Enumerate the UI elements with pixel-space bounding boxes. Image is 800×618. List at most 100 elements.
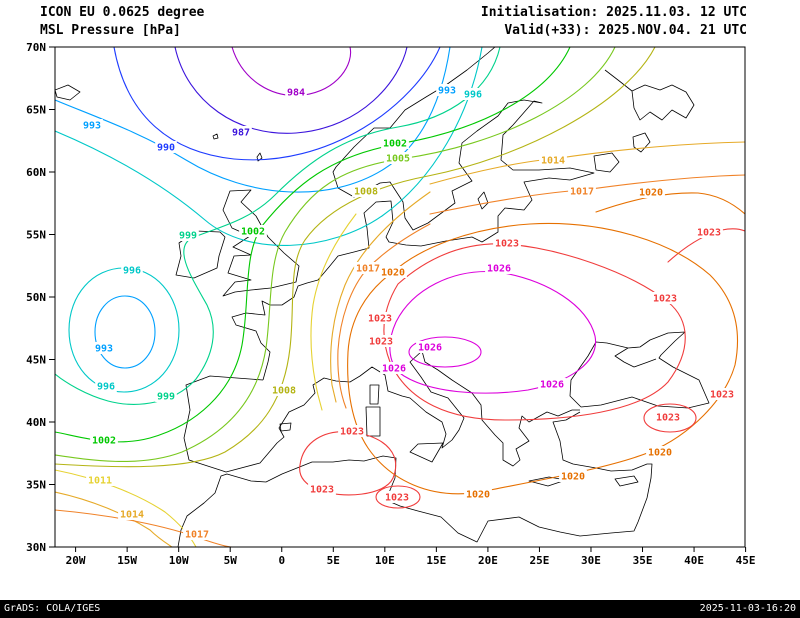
lake-onega bbox=[632, 132, 651, 153]
contour-label: 1020 bbox=[648, 448, 672, 459]
isobar-1020-loop bbox=[347, 222, 739, 495]
lake-ladoga bbox=[593, 152, 620, 173]
contour-label-box bbox=[95, 380, 117, 392]
contour-label: 996 bbox=[123, 266, 141, 277]
contour-label-box bbox=[308, 483, 336, 495]
pressure-map-canvas: 984 987 990 993 993 996 996 996 993 999 999 1002 100… bbox=[26, 41, 755, 567]
contour-label-box bbox=[93, 342, 115, 354]
contour-label-box bbox=[559, 470, 587, 482]
contour-label-box bbox=[177, 229, 199, 241]
island-gotland bbox=[477, 191, 489, 210]
contour-label: 1026 bbox=[487, 264, 511, 275]
contour-label: 1023 bbox=[495, 239, 519, 250]
contour-label-box bbox=[708, 388, 736, 400]
lon-axis-label: 5E bbox=[327, 554, 340, 567]
field-title: MSL Pressure [hPa] bbox=[40, 23, 181, 38]
contour-label-box bbox=[155, 390, 177, 402]
contour-label: 1023 bbox=[310, 485, 334, 496]
lat-axis-label: 50N bbox=[26, 291, 46, 304]
contour-label-box bbox=[538, 378, 566, 390]
isobar-999 bbox=[55, 47, 501, 405]
island-sicily bbox=[409, 442, 444, 463]
contour-label-box bbox=[384, 152, 412, 164]
contour-label: 1008 bbox=[272, 386, 296, 397]
contour-label-box bbox=[354, 262, 382, 274]
contour-label-box bbox=[464, 488, 492, 500]
isobar-987 bbox=[174, 47, 408, 134]
contour-label: 1023 bbox=[368, 314, 392, 325]
contour-label: 984 bbox=[287, 88, 305, 99]
lon-axis-label: 45E bbox=[736, 554, 756, 567]
island-faroe bbox=[212, 133, 219, 140]
contour-label-box bbox=[416, 341, 444, 353]
isobar-1005 bbox=[55, 47, 616, 463]
isobar-1026-inner bbox=[408, 336, 482, 368]
lon-axis-label: 30E bbox=[581, 554, 601, 567]
isobar-1020-ne bbox=[595, 192, 745, 215]
coast-black-sea-west bbox=[569, 341, 629, 408]
contour-label-box bbox=[493, 237, 521, 249]
contour-label-box bbox=[90, 434, 118, 446]
contour-label-box bbox=[86, 474, 114, 486]
contour-label: 1023 bbox=[340, 427, 364, 438]
lon-axis-label: 20W bbox=[66, 554, 86, 567]
contour-label: 1017 bbox=[185, 530, 209, 541]
isobar-996-low bbox=[68, 267, 180, 393]
contour-label: 996 bbox=[464, 90, 482, 101]
contour-label: 1011 bbox=[88, 476, 112, 487]
contour-label-box bbox=[81, 119, 103, 131]
lon-axis-label: 10W bbox=[169, 554, 189, 567]
contour-label: 1023 bbox=[653, 294, 677, 305]
contour-label: 1002 bbox=[241, 227, 265, 238]
isobar-layer bbox=[55, 47, 745, 547]
isobar-1023-cell-med bbox=[375, 485, 421, 509]
coast-britain bbox=[222, 189, 300, 297]
contour-label-box bbox=[366, 312, 394, 324]
contour-label: 1002 bbox=[383, 139, 407, 150]
contour-label-box bbox=[462, 88, 484, 100]
contour-label: 990 bbox=[157, 143, 175, 154]
contour-label-box bbox=[539, 154, 567, 166]
contour-label: 1017 bbox=[570, 187, 594, 198]
contour-label-box bbox=[118, 508, 146, 520]
header: ICON EU 0.0625 degree MSL Pressure [hPa]… bbox=[0, 4, 800, 46]
lat-axis-label: 30N bbox=[26, 541, 46, 554]
isobar-1026-loop bbox=[389, 270, 597, 394]
grads-credit: GrADS: COLA/IGES bbox=[4, 603, 101, 614]
contour-label-layer: 984 987 990 993 993 996 996 996 993 999 999 1002 100… bbox=[81, 84, 736, 541]
lon-axis-label: 40E bbox=[684, 554, 704, 567]
contour-label: 987 bbox=[232, 128, 250, 139]
isobar-1002 bbox=[55, 47, 571, 443]
contour-label: 1023 bbox=[710, 390, 734, 401]
lon-axis-label: 15W bbox=[117, 554, 137, 567]
coast-black-sea bbox=[580, 331, 710, 409]
contour-label-box bbox=[183, 528, 211, 540]
contour-label: 1026 bbox=[418, 343, 442, 354]
contour-label-box bbox=[383, 491, 411, 503]
coast-turkey-africa bbox=[177, 411, 653, 547]
contour-label-box bbox=[651, 292, 679, 304]
contour-label: 1014 bbox=[120, 510, 144, 521]
axis-layer: 20W 15W 10W 5W 0 5E 10E 15E 20E 25E 30E 35E 40E 45E 70… bbox=[26, 41, 755, 567]
contour-label-box bbox=[239, 225, 267, 237]
contour-label-box bbox=[695, 226, 723, 238]
contour-label: 1023 bbox=[656, 413, 680, 424]
contour-label-box bbox=[270, 384, 298, 396]
contour-label-box bbox=[654, 411, 682, 423]
contour-label: 1026 bbox=[382, 364, 406, 375]
contour-label: 1020 bbox=[381, 268, 405, 279]
contour-label-box bbox=[646, 446, 674, 458]
contour-label: 1020 bbox=[639, 188, 663, 199]
isobar-993 bbox=[55, 47, 451, 193]
contour-label-box bbox=[285, 86, 307, 98]
contour-label-box bbox=[352, 185, 380, 197]
contour-label-box bbox=[381, 137, 409, 149]
contour-label: 1023 bbox=[385, 493, 409, 504]
lat-axis-label: 60N bbox=[26, 166, 46, 179]
contour-label-box bbox=[436, 84, 458, 96]
coast-south-europe bbox=[183, 350, 580, 473]
contour-label-box bbox=[121, 264, 143, 276]
isobar-996-north bbox=[55, 47, 483, 247]
lon-axis-label: 5W bbox=[224, 554, 238, 567]
